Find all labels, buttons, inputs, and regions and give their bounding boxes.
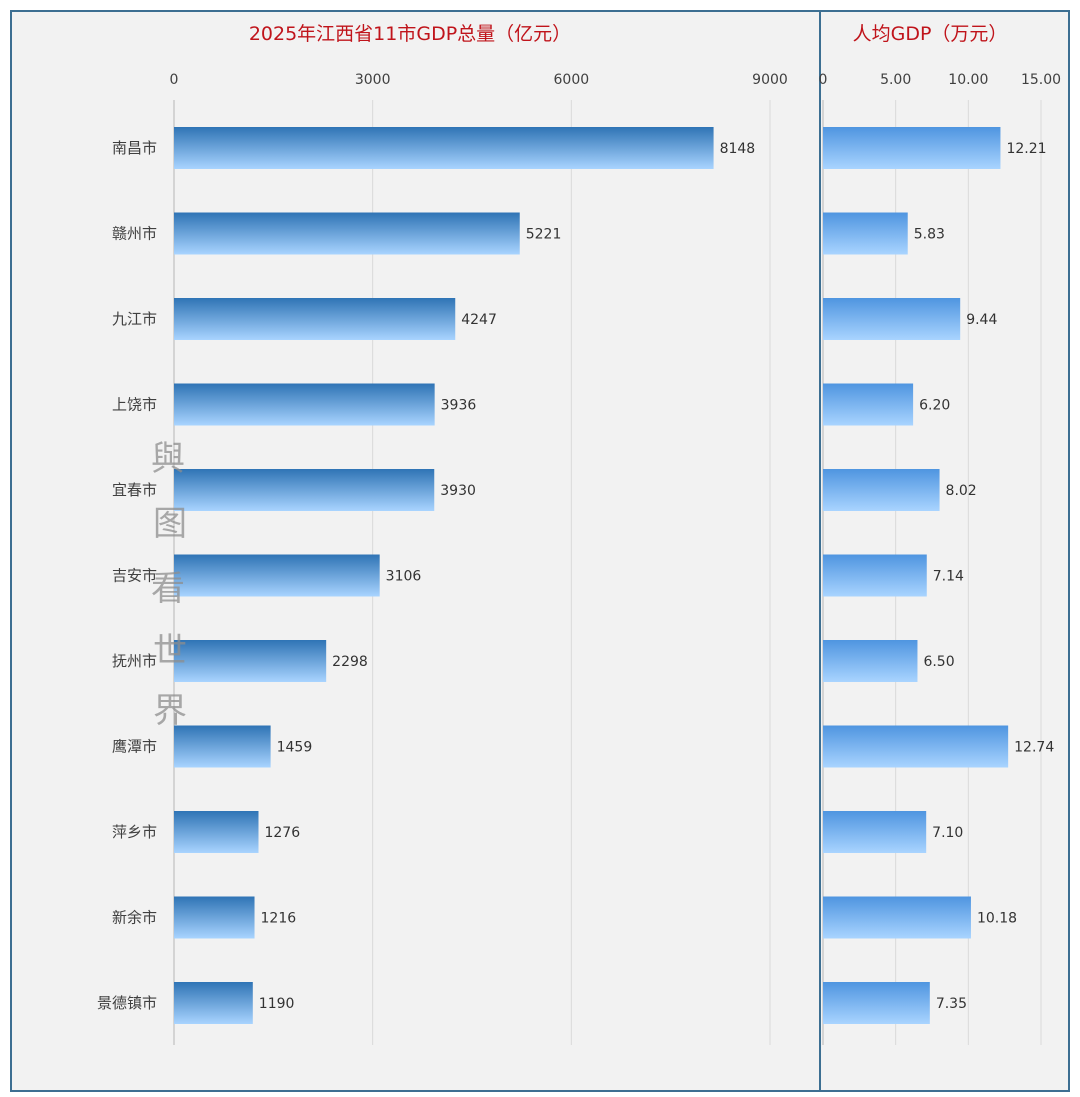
x-tick-label: 15.00 xyxy=(1021,72,1061,88)
category-label: 上饶市 xyxy=(112,396,157,414)
per-capita-gdp-chart: 0 5.00 10.00 15.00 12.21 5.83 9.44 6.20 8.02 7.14… xyxy=(819,72,1061,1045)
data-label: 7.14 xyxy=(933,569,964,585)
data-label: 8.02 xyxy=(946,483,977,499)
bar xyxy=(174,127,714,169)
bar xyxy=(823,554,927,597)
bar xyxy=(174,896,255,939)
data-label: 6.20 xyxy=(919,398,950,414)
data-label: 1190 xyxy=(259,996,295,1012)
panel-divider xyxy=(819,10,821,1092)
bar xyxy=(823,469,940,511)
category-label: 景德镇市 xyxy=(97,994,157,1012)
bar xyxy=(174,469,435,511)
data-label: 3936 xyxy=(441,398,477,414)
category-label: 吉安市 xyxy=(112,567,157,585)
category-label: 赣州市 xyxy=(112,225,157,243)
bar xyxy=(823,298,961,340)
bar xyxy=(174,640,327,682)
right-chart-title: 人均GDP（万元） xyxy=(853,23,1008,45)
x-tick-label: 9000 xyxy=(752,72,788,88)
data-label: 3930 xyxy=(440,483,476,499)
data-label: 8148 xyxy=(720,141,756,157)
data-label: 3106 xyxy=(386,569,422,585)
category-label: 南昌市 xyxy=(112,139,157,157)
data-label: 12.74 xyxy=(1014,740,1054,756)
data-label: 7.35 xyxy=(936,996,967,1012)
bar xyxy=(823,127,1001,169)
data-label: 4247 xyxy=(461,312,497,328)
category-label: 九江市 xyxy=(112,310,157,328)
data-label: 10.18 xyxy=(977,911,1017,927)
x-tick-label: 0 xyxy=(819,72,828,88)
bar xyxy=(823,811,927,853)
bar xyxy=(823,640,918,682)
data-label: 1216 xyxy=(261,911,297,927)
category-label: 鹰潭市 xyxy=(112,738,157,756)
data-label: 5.83 xyxy=(914,227,945,243)
data-label: 7.10 xyxy=(932,825,963,841)
gdp-total-chart: 0 3000 6000 9000 8148 南昌市 5221 赣州市 4247 九江市 3936 上饶… xyxy=(97,72,788,1045)
watermark-char: 图 xyxy=(153,504,187,544)
category-label: 抚州市 xyxy=(112,652,157,670)
watermark-char: 界 xyxy=(153,691,187,731)
x-tick-label: 6000 xyxy=(554,72,590,88)
data-label: 5221 xyxy=(526,227,562,243)
left-chart-title: 2025年江西省11市GDP总量（亿元） xyxy=(249,23,571,45)
bar xyxy=(174,298,456,340)
bar xyxy=(174,212,520,255)
x-tick-label: 10.00 xyxy=(948,72,988,88)
x-tick-label: 0 xyxy=(170,72,179,88)
watermark-char: 與 xyxy=(151,439,185,479)
bar xyxy=(823,896,971,939)
watermark-char: 世 xyxy=(153,631,187,671)
x-tick-label: 3000 xyxy=(355,72,391,88)
bar xyxy=(174,383,435,426)
bar xyxy=(174,811,259,853)
data-label: 1459 xyxy=(277,740,313,756)
bar xyxy=(823,982,930,1024)
data-label: 2298 xyxy=(332,654,368,670)
data-label: 9.44 xyxy=(966,312,997,328)
category-label: 宜春市 xyxy=(112,481,157,499)
bar xyxy=(823,725,1009,768)
bar xyxy=(174,725,271,768)
category-label: 萍乡市 xyxy=(112,823,157,841)
bar xyxy=(823,383,914,426)
category-label: 新余市 xyxy=(112,909,157,927)
data-label: 6.50 xyxy=(923,654,954,670)
data-label: 12.21 xyxy=(1006,141,1046,157)
bar xyxy=(174,982,253,1024)
bar xyxy=(823,212,908,255)
x-tick-label: 5.00 xyxy=(880,72,911,88)
bar xyxy=(174,554,380,597)
data-label: 1276 xyxy=(264,825,300,841)
watermark-char: 看 xyxy=(151,569,185,609)
